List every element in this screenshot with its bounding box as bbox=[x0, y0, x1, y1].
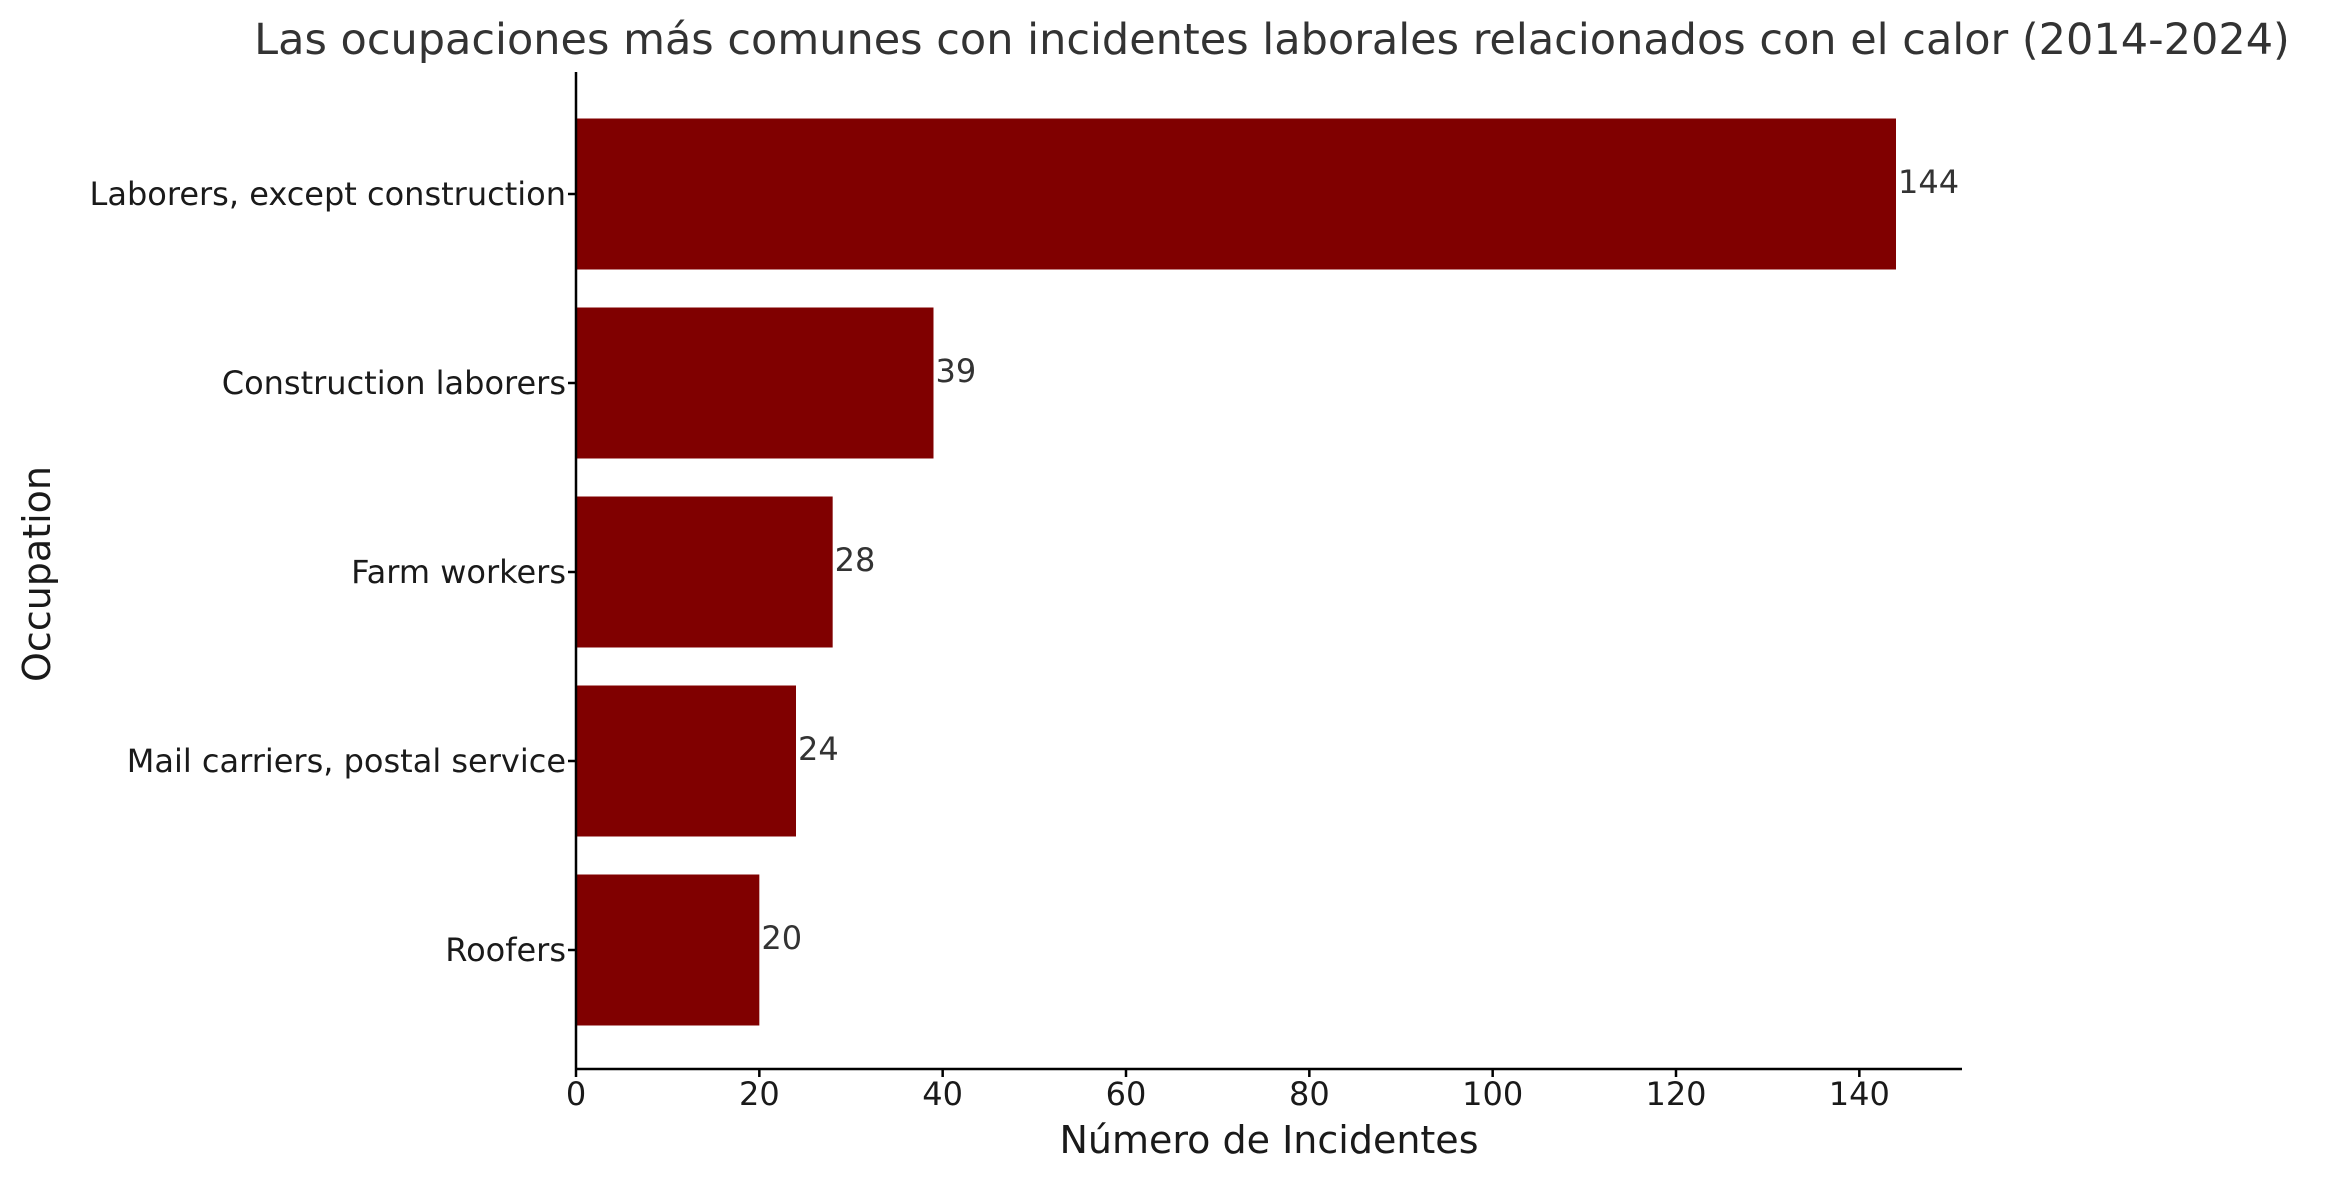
bar bbox=[576, 685, 796, 837]
chart-title: Las ocupaciones más comunes con incident… bbox=[254, 15, 2290, 65]
bar-value-label: 20 bbox=[761, 919, 802, 957]
x-tick-label: 120 bbox=[1645, 1075, 1706, 1113]
y-category-label: Laborers, except construction bbox=[90, 175, 566, 213]
y-category-label: Roofers bbox=[445, 931, 566, 969]
x-tick-label: 80 bbox=[1289, 1075, 1330, 1113]
bar bbox=[576, 496, 833, 648]
x-tick-label: 40 bbox=[922, 1075, 963, 1113]
x-tick-label: 0 bbox=[566, 1075, 586, 1113]
x-tick-label: 60 bbox=[1106, 1075, 1147, 1113]
bar-value-label: 144 bbox=[1898, 163, 1959, 201]
x-tick-label: 20 bbox=[739, 1075, 780, 1113]
x-tick-label: 140 bbox=[1829, 1075, 1890, 1113]
x-axis-label: Número de Incidentes bbox=[1059, 1118, 1478, 1162]
y-axis-label: Occupation bbox=[15, 466, 59, 682]
x-ticks: 0 20 40 60 80 100 120 140 bbox=[566, 1069, 1890, 1113]
y-category-labels: Laborers, except construction Constructio… bbox=[90, 175, 576, 969]
y-category-label: Farm workers bbox=[351, 553, 566, 591]
bar bbox=[576, 874, 760, 1026]
y-category-label: Mail carriers, postal service bbox=[127, 742, 566, 780]
bar bbox=[576, 118, 1896, 270]
data-labels-layer: 144 39 28 24 20 bbox=[761, 163, 1959, 957]
y-category-label: Construction laborers bbox=[222, 364, 566, 402]
bar bbox=[576, 307, 934, 459]
bars-layer bbox=[576, 118, 1896, 1026]
bar-value-label: 39 bbox=[936, 352, 977, 390]
x-tick-label: 100 bbox=[1462, 1075, 1523, 1113]
bar-value-label: 28 bbox=[835, 541, 876, 579]
bar-value-label: 24 bbox=[798, 730, 839, 768]
